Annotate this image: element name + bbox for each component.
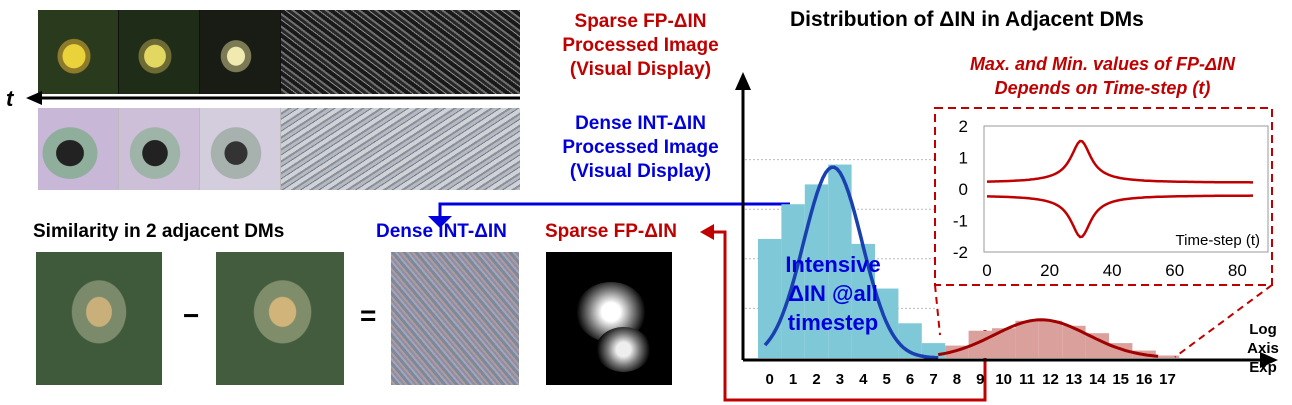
time-axis-label: t	[6, 86, 14, 111]
x-tick-label: 4	[859, 371, 868, 388]
blue-connector-arrow	[438, 202, 790, 216]
sparse-caption-line-3: (Visual Display)	[569, 59, 712, 80]
log-axis-label-line-1: Log	[1249, 321, 1277, 338]
similarity-title: Similarity in 2 adjacent DMs	[33, 221, 285, 242]
histogram-bar	[1085, 333, 1109, 358]
inset-caption-line-1: Max. and Min. values of FP-ΔIN	[969, 54, 1236, 74]
x-tick-labels: 0 1 2 3 4 5 6 7 8 9 10 11 12 13 14 15 16 17	[766, 371, 1176, 388]
x-tick-label: 13	[1066, 371, 1083, 388]
intensive-label-line-3: timestep	[787, 310, 879, 335]
inset-connector-right	[1174, 284, 1273, 358]
equals-sign: =	[360, 300, 377, 331]
inset-y-tick: -2	[953, 243, 968, 262]
bird-painting-2	[216, 252, 344, 385]
x-tick-label: 12	[1042, 371, 1059, 388]
time-axis-arrow	[26, 91, 520, 105]
minus-sign: −	[183, 300, 200, 331]
bird-thumbnail	[200, 10, 280, 94]
red-connector-arrowhead	[700, 224, 714, 240]
inset-caption: Max. and Min. values of FP-ΔIN Depends o…	[930, 52, 1275, 100]
x-tick-label: 2	[812, 371, 820, 388]
bird-thumbnail	[119, 10, 199, 94]
histogram-bar	[828, 164, 852, 358]
intensive-label-line-2: ΔIN @all	[788, 281, 878, 306]
inset-max-curve	[987, 139, 1253, 184]
log-axis-label-line-2: Axis	[1247, 340, 1279, 357]
noise-thumbnail	[281, 10, 520, 94]
intensive-label: Intensive ΔIN @all timestep	[768, 250, 898, 337]
dense-caption-line-3: (Visual Display)	[569, 161, 712, 182]
inset-y-tick: 1	[959, 149, 968, 168]
y-axis-arrowhead	[735, 72, 751, 90]
sparse-diff-image	[546, 252, 672, 385]
log-axis-label-line-3: Exp	[1249, 359, 1277, 376]
x-tick-label: 14	[1089, 371, 1106, 388]
sparse-caption: Sparse FP-ΔIN Processed Image (Visual Di…	[528, 10, 753, 82]
x-tick-label: 16	[1136, 371, 1153, 388]
dense-int-label: Dense INT-ΔIN	[376, 221, 507, 242]
histogram-bar	[1038, 320, 1063, 358]
noise-thumbnail	[281, 108, 520, 190]
x-axis-arrowhead	[1260, 352, 1278, 368]
dense-diff-image	[391, 252, 519, 385]
x-tick-label: 11	[1019, 371, 1035, 388]
inset-x-tick: 20	[1040, 261, 1059, 280]
inset-caption-line-2: Depends on Time-step (t)	[994, 78, 1211, 98]
bird-thumbnail	[200, 108, 280, 190]
x-tick-label: 8	[953, 371, 961, 388]
log-axis-label: Log Axis Exp	[1238, 320, 1288, 377]
inset-x-tick: 40	[1103, 261, 1122, 280]
inset-xlabel: Time-step (t)	[1176, 232, 1260, 249]
x-tick-label: 15	[1112, 371, 1129, 388]
inset-y-tick: 2	[959, 117, 968, 136]
inset-min-curve	[987, 194, 1253, 239]
sparse-fp-label: Sparse FP-ΔIN	[545, 221, 677, 242]
inset-connector-left	[934, 284, 941, 336]
inset-y-tick: 0	[959, 180, 968, 199]
histogram-bar	[992, 328, 1016, 358]
histogram-bar	[1062, 325, 1086, 358]
sparse-image-strip	[38, 10, 520, 94]
x-tick-label: 9	[976, 371, 984, 388]
dense-caption: Dense INT-ΔIN Processed Image (Visual Di…	[528, 112, 753, 184]
histogram-bar	[1015, 320, 1039, 358]
distribution-title: Distribution of ΔIN in Adjacent DMs	[790, 8, 1144, 31]
x-tick-label: 1	[789, 371, 797, 388]
bird-thumbnail	[38, 10, 118, 94]
inset-x-tick: 0	[982, 261, 991, 280]
blue-connector-arrowhead	[428, 216, 452, 228]
inset-x-tick: 80	[1228, 261, 1247, 280]
dense-caption-line-1: Dense INT-ΔIN	[575, 113, 706, 134]
dense-image-strip	[38, 108, 520, 190]
histogram-bar	[1155, 355, 1180, 358]
bird-painting-1	[36, 252, 162, 385]
x-tick-label: 5	[883, 371, 891, 388]
bird-thumbnail	[38, 108, 118, 190]
sparse-caption-line-1: Sparse FP-ΔIN	[574, 11, 707, 32]
blue-distribution-curve	[763, 165, 939, 360]
inset-plot-frame	[983, 125, 1269, 253]
red-connector-arrow	[712, 230, 987, 402]
inset-x-tick: 60	[1165, 261, 1184, 280]
x-tick-label: 17	[1159, 371, 1176, 388]
sparse-caption-line-2: Processed Image	[562, 35, 719, 56]
x-tick-label: 7	[929, 371, 937, 388]
red-distribution-curve	[937, 318, 1159, 358]
histogram-bar	[804, 184, 829, 358]
bird-thumbnail	[119, 108, 199, 190]
inset-tick-labels: 0 20 40 60 80 2 1 0 -1 -2	[953, 117, 1247, 280]
dense-caption-line-2: Processed Image	[562, 137, 719, 158]
x-tick-label: 0	[766, 371, 774, 388]
intensive-label-line-1: Intensive	[785, 252, 881, 277]
x-tick-label: 6	[906, 371, 914, 388]
x-tick-label: 3	[836, 371, 844, 388]
x-tick-label: 10	[995, 371, 1012, 388]
inset-y-tick: -1	[953, 212, 968, 231]
